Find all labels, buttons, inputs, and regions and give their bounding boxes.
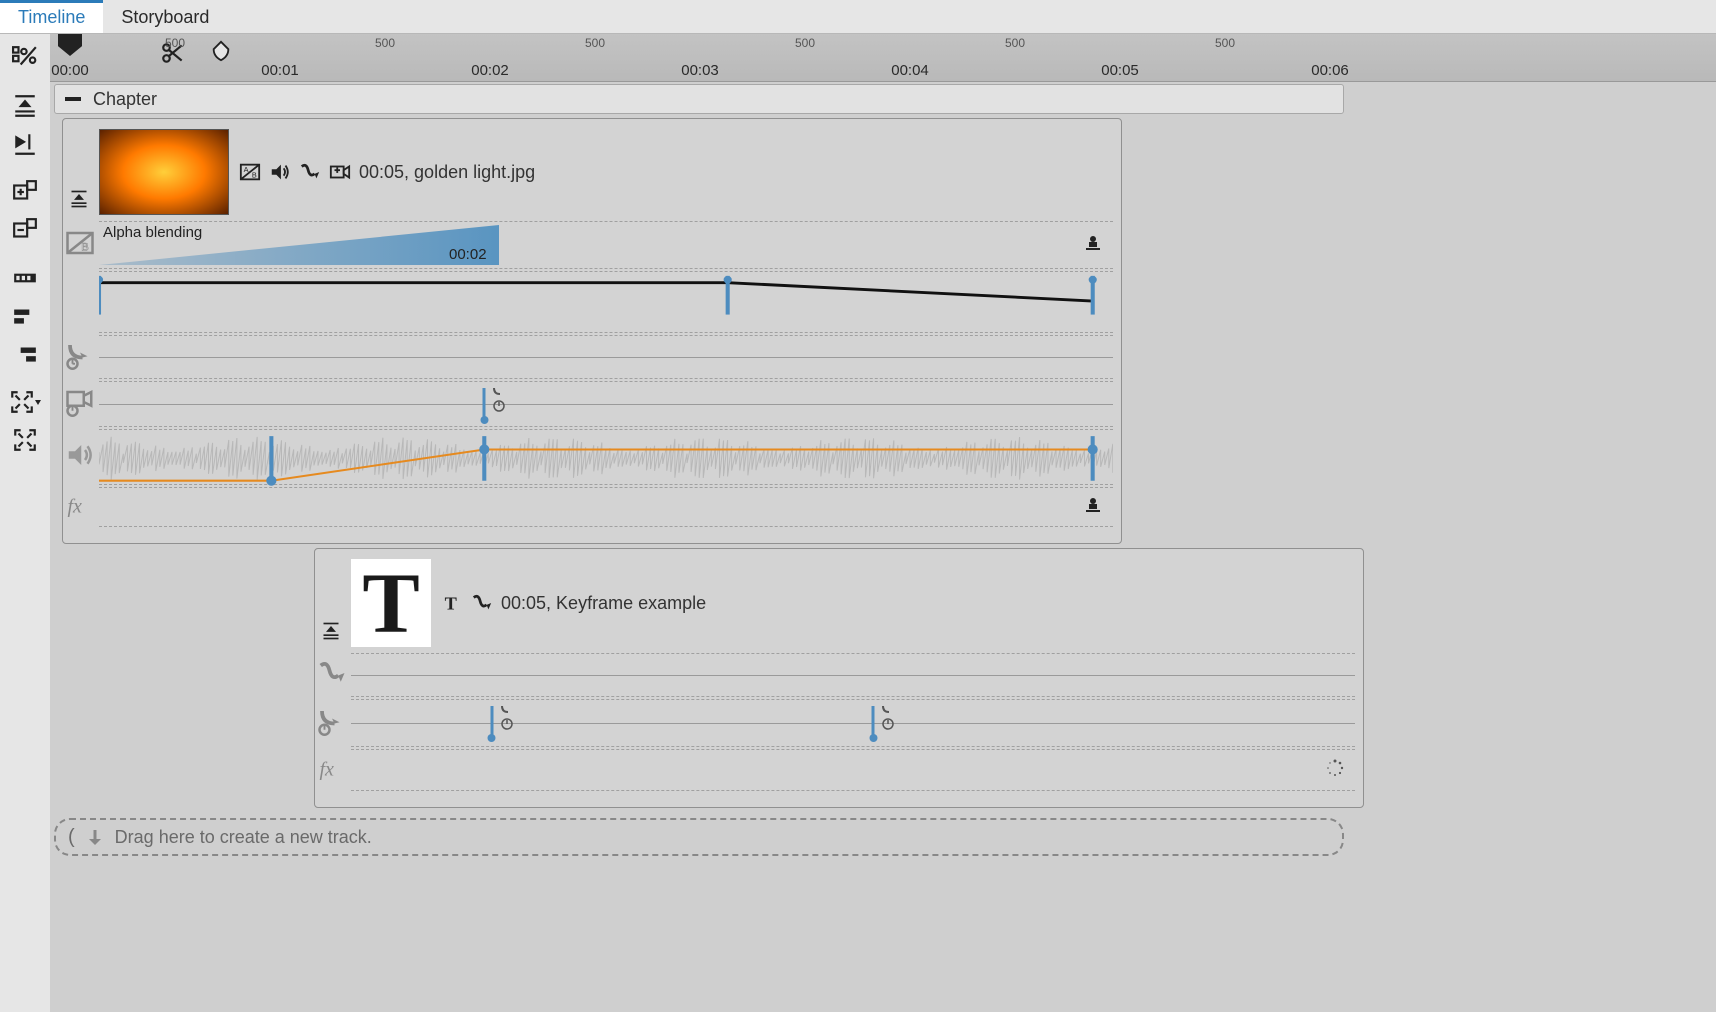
svg-text:B: B bbox=[81, 242, 89, 254]
clip-thumbnail-text: T bbox=[351, 559, 431, 647]
motion-path-icon[interactable] bbox=[471, 592, 493, 614]
svg-text:fx: fx bbox=[320, 759, 335, 781]
app-root: Timeline Storyboard bbox=[0, 0, 1716, 1012]
speaker-lane-icon bbox=[65, 440, 95, 474]
motion-path-icon[interactable] bbox=[299, 161, 321, 183]
clip-collapse-icon[interactable] bbox=[69, 189, 89, 213]
fade-label: Alpha blending bbox=[103, 224, 202, 241]
timeline-area: 00:00 500 00:01 500 00:02 500 00:03 500 00:04 500… bbox=[50, 34, 1716, 1012]
align-left-icon[interactable] bbox=[0, 298, 50, 334]
ruler-tick-minor: 500 bbox=[1215, 36, 1235, 50]
down-arrow-icon bbox=[85, 827, 105, 847]
remove-tool-icon[interactable] bbox=[0, 212, 50, 248]
text-icon[interactable]: T bbox=[441, 592, 463, 614]
keyframe-marker[interactable] bbox=[483, 388, 486, 420]
stamp-icon[interactable] bbox=[1083, 495, 1103, 519]
filmstrip-icon[interactable] bbox=[0, 260, 50, 296]
opacity-curve-lane[interactable] bbox=[99, 271, 1113, 333]
left-toolbar bbox=[0, 34, 50, 1012]
main-area: 00:00 500 00:01 500 00:02 500 00:03 500 00:04 500… bbox=[0, 34, 1716, 1012]
align-right-icon[interactable] bbox=[0, 336, 50, 372]
clip-keyframe-example[interactable]: T T 00:05, Keyframe example bbox=[314, 548, 1364, 808]
fx-lane-icon: fx bbox=[65, 490, 95, 524]
speaker-icon[interactable] bbox=[269, 161, 291, 183]
tab-timeline[interactable]: Timeline bbox=[0, 0, 103, 33]
time-remap-lane[interactable] bbox=[99, 335, 1113, 379]
ruler-tick-major: 00:06 bbox=[1311, 62, 1349, 81]
new-track-dropzone[interactable]: ( Drag here to create a new track. bbox=[54, 818, 1344, 856]
tracks-container: Chapter AB bbox=[50, 82, 1716, 1012]
ab-transition-icon[interactable]: AB bbox=[239, 161, 261, 183]
add-tool-icon[interactable] bbox=[0, 174, 50, 210]
fx-lane-icon: fx bbox=[317, 753, 347, 787]
loading-spinner-icon bbox=[1325, 758, 1345, 782]
ruler-tick-minor: 500 bbox=[1005, 36, 1025, 50]
chapter-label: Chapter bbox=[93, 89, 157, 110]
fx-lane[interactable]: fx bbox=[351, 749, 1355, 791]
drop-label: Drag here to create a new track. bbox=[115, 827, 372, 848]
play-range-icon[interactable] bbox=[0, 126, 50, 162]
collapse-tool-icon[interactable] bbox=[0, 88, 50, 124]
time-remap-lane-icon bbox=[317, 706, 347, 740]
svg-text:B: B bbox=[252, 171, 257, 180]
chapter-header[interactable]: Chapter bbox=[54, 84, 1344, 114]
clip-thumbnail bbox=[99, 129, 229, 215]
camera-lane-icon bbox=[65, 387, 95, 421]
motion-lane[interactable] bbox=[351, 653, 1355, 697]
ruler-tick-major: 00:03 bbox=[681, 62, 719, 81]
clip-duration-name: 00:05, golden light.jpg bbox=[359, 162, 535, 183]
ruler-tick-major: 00:02 bbox=[471, 62, 509, 81]
clip-collapse-icon[interactable] bbox=[321, 621, 341, 645]
ruler-tick-minor: 500 bbox=[795, 36, 815, 50]
tab-storyboard[interactable]: Storyboard bbox=[103, 0, 227, 33]
svg-text:A: A bbox=[244, 165, 249, 174]
camera-icon[interactable] bbox=[329, 161, 351, 183]
svg-text:T: T bbox=[445, 593, 457, 613]
motion-lane-icon bbox=[317, 658, 347, 692]
playhead[interactable] bbox=[58, 34, 82, 56]
keyframe-marker[interactable] bbox=[490, 706, 493, 738]
fit-in-icon[interactable] bbox=[0, 384, 50, 420]
stamp-icon[interactable] bbox=[1083, 233, 1103, 257]
ruler-tick-minor: 500 bbox=[165, 36, 185, 50]
keyframe-tag-icon bbox=[881, 704, 895, 731]
ruler-tick-major: 00:05 bbox=[1101, 62, 1139, 81]
marker-icon[interactable] bbox=[210, 40, 232, 66]
ruler-tick-major: 00:01 bbox=[261, 62, 299, 81]
drop-indicator-icon: ( bbox=[68, 826, 75, 849]
keyframe-tag-icon bbox=[500, 704, 514, 731]
keyframe-tag-icon bbox=[492, 386, 506, 413]
ruler-tick-major: 00:04 bbox=[891, 62, 929, 81]
clip-duration-name: 00:05, Keyframe example bbox=[501, 593, 706, 614]
collapse-icon[interactable] bbox=[63, 89, 83, 109]
ab-lane-icon: B bbox=[65, 228, 95, 262]
camera-kf-lane[interactable] bbox=[99, 381, 1113, 427]
keyframe-marker[interactable] bbox=[872, 706, 875, 738]
ruler-tick-major: 00:00 bbox=[51, 62, 89, 81]
ruler-tick-minor: 500 bbox=[585, 36, 605, 50]
svg-text:fx: fx bbox=[68, 496, 83, 518]
fx-lane[interactable]: fx bbox=[99, 487, 1113, 527]
time-remap-lane-icon bbox=[65, 340, 95, 374]
transition-lane[interactable]: B Alpha blending 00:02 bbox=[99, 221, 1113, 269]
percent-tool-icon[interactable] bbox=[0, 40, 50, 76]
camera-kf-lane[interactable] bbox=[351, 699, 1355, 747]
time-ruler[interactable]: 00:00 500 00:01 500 00:02 500 00:03 500 00:04 500… bbox=[50, 34, 1716, 82]
ruler-tick-minor: 500 bbox=[375, 36, 395, 50]
fit-out-icon[interactable] bbox=[0, 422, 50, 458]
clip-golden-light[interactable]: AB 00:05, golden light.jpg B bbox=[62, 118, 1122, 544]
view-tabs: Timeline Storyboard bbox=[0, 0, 1716, 34]
audio-lane[interactable] bbox=[99, 429, 1113, 485]
fade-time: 00:02 bbox=[449, 246, 487, 263]
